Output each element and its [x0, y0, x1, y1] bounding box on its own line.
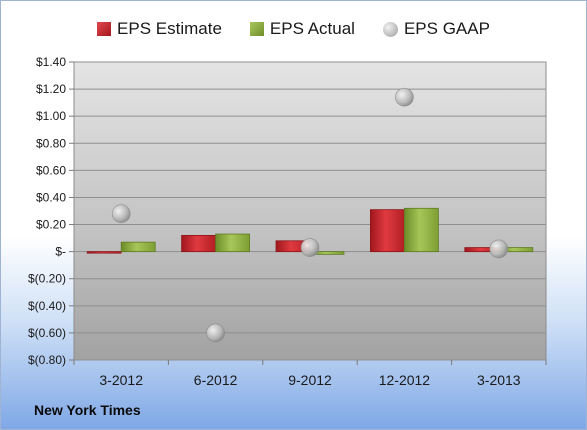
bar-eps-estimate [86, 251, 122, 254]
legend-item-eps-actual: EPS Actual [249, 19, 355, 39]
point-eps-gaap [206, 323, 225, 343]
x-tick-label: 6-2012 [194, 372, 238, 388]
y-tick-label: $0.40 [36, 190, 66, 204]
y-tick-label: $1.40 [36, 55, 66, 69]
y-tick-label: $1.00 [36, 109, 66, 123]
legend-item-eps-estimate: EPS Estimate [97, 19, 222, 39]
point-eps-gaap [111, 204, 131, 224]
x-tick-label: 3-2013 [477, 372, 521, 388]
y-tick-label: $0.80 [36, 136, 66, 150]
bar-eps-actual [403, 207, 439, 253]
legend-swatch-eps-actual [249, 22, 264, 36]
y-tick-label: $(0.60) [28, 326, 66, 340]
chart-legend: EPS Estimate EPS Actual EPS GAAP [0, 14, 587, 44]
y-tick-label: $(0.80) [28, 353, 66, 367]
point-eps-gaap [489, 239, 509, 259]
plot-area [73, 61, 547, 361]
y-tick-label: $(0.40) [28, 299, 66, 313]
point-eps-gaap [300, 238, 320, 257]
bar-eps-actual [120, 241, 156, 253]
bar-eps-estimate [369, 209, 405, 253]
x-tick-label: 3-2012 [99, 372, 143, 388]
legend-label-eps-gaap: EPS GAAP [403, 19, 490, 38]
y-tick-label: $(0.20) [28, 272, 66, 286]
chart-caption: New York Times [34, 402, 141, 418]
bar-eps-actual [215, 233, 251, 253]
bar-eps-estimate [181, 234, 217, 253]
y-tick-label: $0.20 [36, 218, 66, 232]
y-tick-label: $0.60 [36, 163, 66, 177]
legend-label-eps-actual: EPS Actual [269, 19, 355, 38]
legend-marker-eps-gaap [382, 21, 398, 37]
legend-item-eps-gaap: EPS GAAP [382, 19, 490, 39]
y-tick-label: $1.20 [36, 82, 66, 96]
x-tick-label: 12-2012 [379, 372, 431, 388]
legend-label-eps-estimate: EPS Estimate [117, 19, 222, 38]
point-eps-gaap [395, 87, 414, 107]
y-tick-label: $- [55, 245, 66, 259]
legend-swatch-eps-estimate [97, 22, 112, 36]
x-tick-label: 9-2012 [288, 372, 332, 388]
